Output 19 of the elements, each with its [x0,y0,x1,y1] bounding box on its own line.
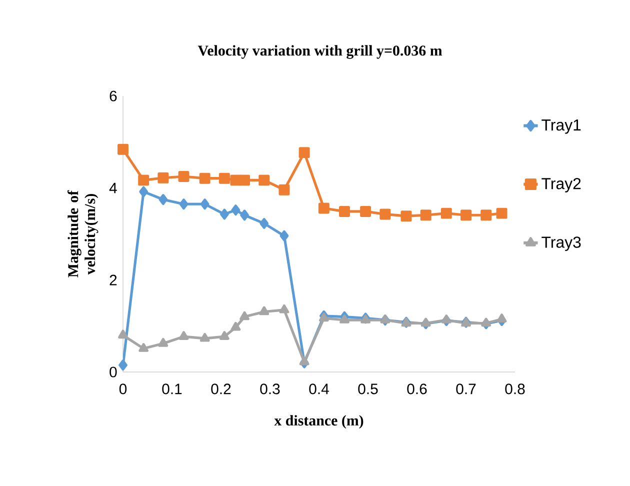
y-tick-label: 6 [110,90,117,102]
y-axis-title: Magnitude of velocity(m/s) [68,190,98,278]
x-tick-label: 0.8 [505,384,525,394]
x-tick-label: 0 [119,384,127,394]
x-tick-label: 0.3 [260,384,280,394]
x-tick-label: 0.2 [211,384,231,394]
x-tick-label: 0.7 [456,384,476,394]
x-tick-label: 0.5 [358,384,378,394]
x-tick-label: 0.4 [309,384,329,394]
legend-label: Tray2 [542,178,581,192]
legend-label: Tray1 [542,120,581,134]
x-tick-label: 0.6 [407,384,427,394]
y-tick-label: 4 [109,182,117,194]
x-tick-label: 0.1 [162,384,182,394]
y-tick-label: 0 [110,366,117,378]
chart-title: Velocity variation with grill y=0.036 m [198,45,442,59]
legend-label: Tray3 [542,236,581,252]
x-axis-title: x distance (m) [274,415,364,429]
y-tick-label: 2 [110,274,117,286]
